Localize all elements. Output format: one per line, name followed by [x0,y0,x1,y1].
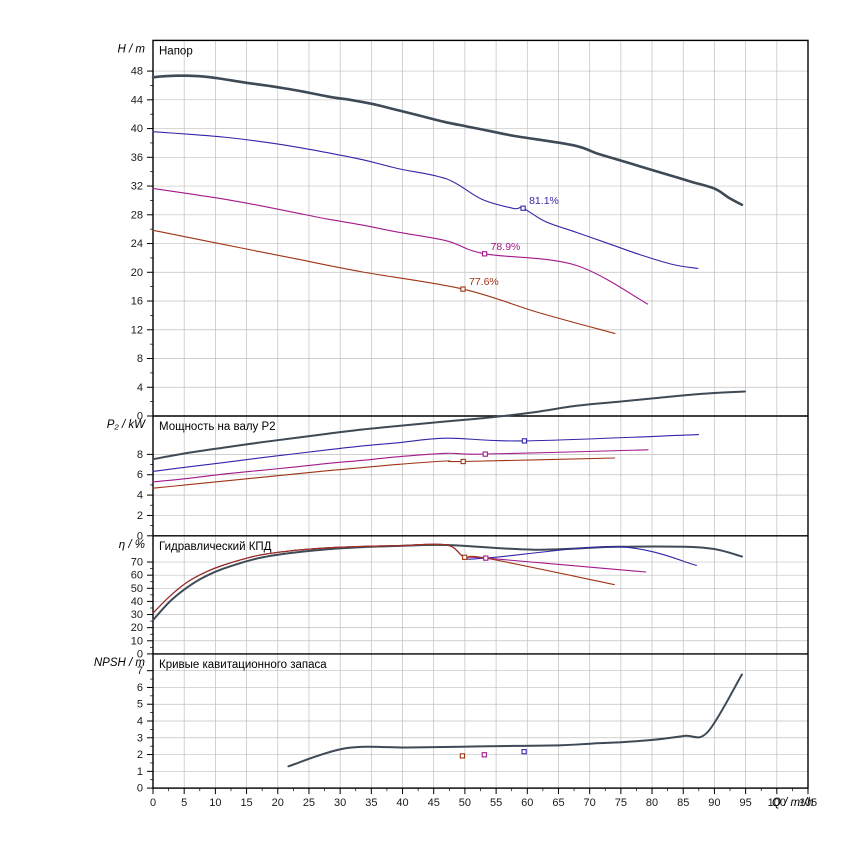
svg-text:90: 90 [708,797,720,809]
svg-text:20: 20 [272,797,284,809]
svg-text:8: 8 [137,449,143,461]
svg-text:2: 2 [137,510,143,522]
svg-text:60: 60 [131,570,143,582]
svg-text:4: 4 [137,716,143,728]
svg-text:5: 5 [181,797,187,809]
svg-text:48: 48 [131,66,143,78]
svg-text:Напор: Напор [159,45,193,57]
svg-text:Гидравлический КПД: Гидравлический КПД [159,541,272,553]
svg-text:77.6%: 77.6% [469,276,499,288]
svg-text:32: 32 [131,181,143,193]
svg-text:95: 95 [739,797,751,809]
svg-text:8: 8 [137,353,143,365]
svg-text:44: 44 [131,94,143,106]
svg-text:60: 60 [521,797,533,809]
svg-text:50: 50 [131,583,143,595]
svg-text:25: 25 [303,797,315,809]
svg-text:70: 70 [131,557,143,569]
svg-text:6: 6 [137,682,143,694]
svg-text:55: 55 [490,797,502,809]
svg-text:NPSH / m: NPSH / m [94,657,146,669]
svg-text:40: 40 [131,596,143,608]
svg-text:80: 80 [646,797,658,809]
svg-text:28: 28 [131,209,143,221]
svg-text:4: 4 [137,382,143,394]
svg-text:3: 3 [137,732,143,744]
svg-text:50: 50 [459,797,471,809]
svg-text:12: 12 [131,324,143,336]
svg-text:36: 36 [131,152,143,164]
svg-text:4: 4 [137,490,143,502]
svg-text:1: 1 [137,766,143,778]
svg-text:10: 10 [209,797,221,809]
svg-text:15: 15 [240,797,252,809]
svg-text:P₂ / kW: P₂ / kW [107,419,146,431]
svg-text:Q / m³/h: Q / m³/h [772,797,814,809]
svg-text:30: 30 [131,609,143,621]
svg-text:75: 75 [615,797,627,809]
svg-text:81.1%: 81.1% [529,195,559,207]
svg-text:24: 24 [131,238,143,250]
svg-text:Кривые кавитационного запаса: Кривые кавитационного запаса [159,659,327,671]
svg-text:40: 40 [396,797,408,809]
svg-text:35: 35 [365,797,377,809]
svg-text:65: 65 [552,797,564,809]
svg-text:0: 0 [137,783,143,795]
svg-text:6: 6 [137,469,143,481]
svg-text:20: 20 [131,267,143,279]
svg-text:45: 45 [428,797,440,809]
svg-text:η / %: η / % [119,539,145,551]
svg-text:H / m: H / m [118,43,146,55]
svg-text:2: 2 [137,749,143,761]
svg-text:16: 16 [131,296,143,308]
svg-text:70: 70 [584,797,596,809]
svg-text:20: 20 [131,622,143,634]
svg-text:30: 30 [334,797,346,809]
svg-text:78.9%: 78.9% [491,241,521,253]
svg-text:0: 0 [150,797,156,809]
svg-text:Мощность на валу Р2: Мощность на валу Р2 [159,421,276,433]
svg-text:85: 85 [677,797,689,809]
svg-text:40: 40 [131,123,143,135]
svg-text:10: 10 [131,635,143,647]
svg-text:5: 5 [137,699,143,711]
